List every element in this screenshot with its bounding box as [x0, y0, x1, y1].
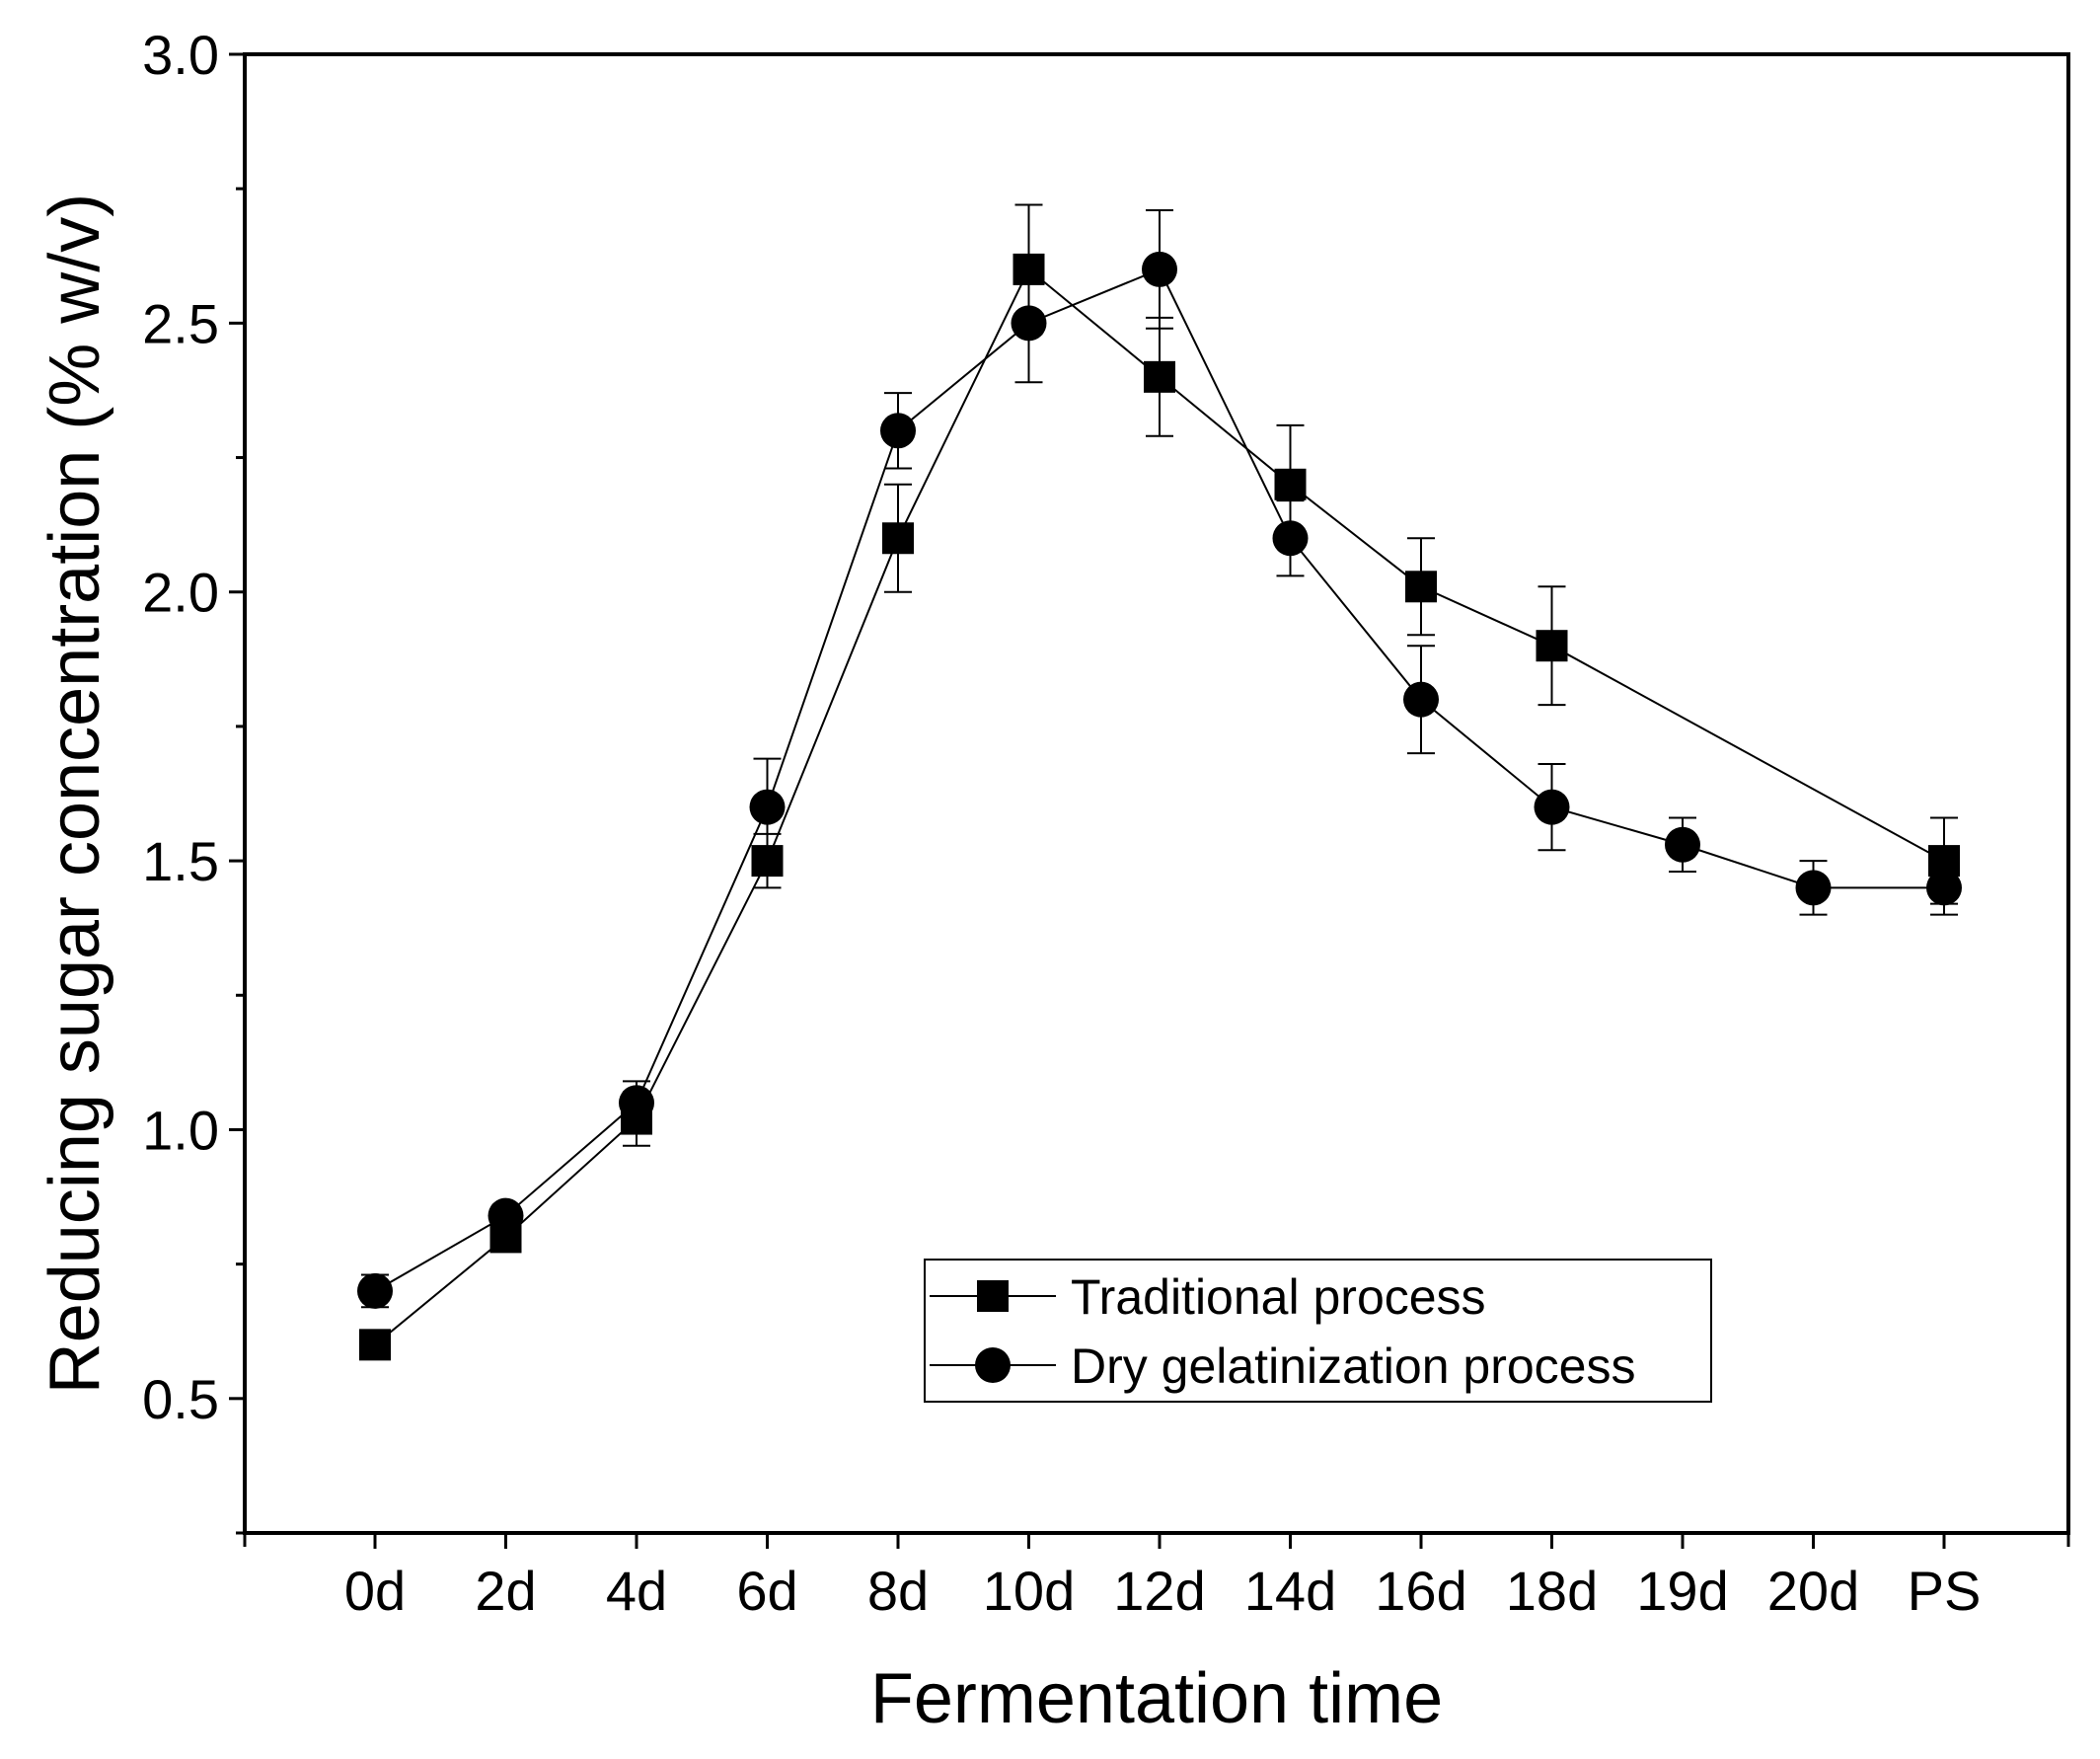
- x-tick-label: 14d: [1244, 1560, 1336, 1622]
- data-point-circle: [1142, 251, 1177, 287]
- y-tick-label: 2.0: [142, 562, 219, 624]
- data-point-circle: [619, 1085, 654, 1121]
- data-point-square: [359, 1329, 391, 1361]
- data-point-circle: [1534, 789, 1570, 825]
- data-point-circle: [880, 413, 916, 449]
- x-tick-label: 20d: [1767, 1560, 1859, 1622]
- data-point-circle: [1272, 520, 1309, 557]
- x-tick-label: 18d: [1506, 1560, 1598, 1622]
- data-point-square: [1536, 630, 1568, 662]
- data-point-square: [882, 522, 914, 555]
- x-tick-label: PS: [1908, 1560, 1982, 1622]
- data-point-circle: [1665, 826, 1700, 863]
- x-tick-label: 0d: [344, 1560, 406, 1622]
- data-point-square: [1274, 468, 1307, 500]
- data-point-square: [1144, 360, 1175, 393]
- data-point-circle: [1403, 681, 1439, 718]
- x-tick-label: 6d: [736, 1560, 797, 1622]
- x-axis-ticks: 0d 2d 4d 6d 8d 10d 12d 14d 16d 18d 19d 20d PS: [243, 1533, 2070, 1622]
- data-point-circle: [357, 1272, 393, 1309]
- series-layer: [357, 203, 1962, 1361]
- x-tick-label: 19d: [1636, 1560, 1728, 1622]
- legend-marker-square: [977, 1280, 1009, 1312]
- y-tick-label: 0.5: [142, 1368, 219, 1430]
- x-tick-label: 12d: [1113, 1560, 1205, 1622]
- y-axis-ticks: 0.5 1.0 1.5 2.0 2.5 3.0: [142, 24, 245, 1535]
- y-tick-label: 1.5: [142, 830, 219, 892]
- legend-marker-circle: [975, 1347, 1011, 1383]
- x-tick-label: 8d: [867, 1560, 929, 1622]
- legend-label-traditional: Traditional process: [1071, 1269, 1486, 1325]
- y-tick-label: 1.0: [142, 1099, 219, 1161]
- y-tick-label: 3.0: [142, 24, 219, 86]
- x-tick-label: 16d: [1375, 1560, 1466, 1622]
- data-point-square: [1405, 571, 1437, 603]
- data-point-circle: [1795, 870, 1832, 906]
- x-tick-label: 4d: [606, 1560, 667, 1622]
- series-1: [357, 208, 1962, 1309]
- y-tick-label: 2.5: [142, 292, 219, 354]
- series-0: [359, 203, 1960, 1361]
- plot-frame: [243, 52, 2070, 1535]
- data-point-circle: [488, 1197, 524, 1234]
- data-point-circle: [1011, 305, 1047, 342]
- legend: Traditional process Dry gelatinization p…: [924, 1259, 1712, 1403]
- x-axis-title: Fermentation time: [870, 1659, 1443, 1738]
- legend-label-dry: Dry gelatinization process: [1071, 1338, 1636, 1394]
- legend-box: [924, 1259, 1712, 1403]
- data-point-circle: [749, 789, 786, 825]
- x-tick-label: 10d: [983, 1560, 1075, 1622]
- x-tick-label: 2d: [475, 1560, 536, 1622]
- y-axis-title: Reducing sugar concentration (% w/v): [36, 193, 114, 1395]
- data-point-circle: [1926, 870, 1962, 906]
